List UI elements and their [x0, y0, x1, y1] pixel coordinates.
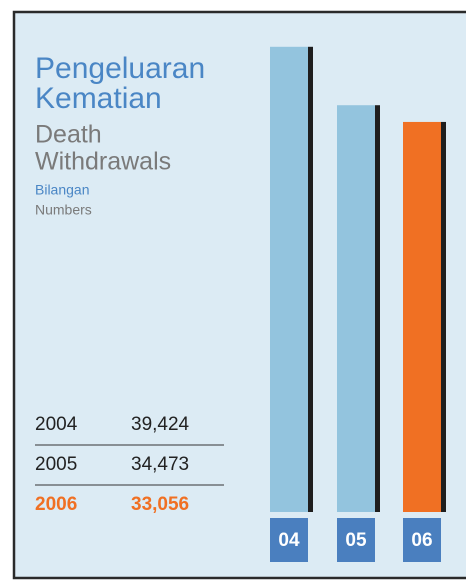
category-label: 06: [411, 530, 432, 551]
category-label: 05: [345, 530, 367, 551]
subtitle-line: Death: [35, 121, 102, 149]
table-value: 39,424: [131, 414, 190, 435]
title-line: Kematian: [35, 82, 162, 115]
bar-shadow: [375, 105, 380, 512]
panel: [12, 10, 466, 580]
table-year: 2004: [35, 414, 78, 435]
table-value: 34,473: [131, 454, 189, 475]
category-box: [270, 518, 308, 562]
category-box: [337, 518, 375, 562]
category-label: 04: [278, 530, 300, 551]
bar-shadow: [441, 121, 446, 512]
unit-label: Bilangan: [35, 182, 90, 198]
table-value: 33,056: [131, 494, 189, 515]
bar-shadow: [308, 46, 313, 512]
title-line: Pengeluaran: [35, 52, 205, 85]
table-year: 2005: [35, 454, 77, 475]
bar: [403, 121, 441, 512]
unit-label-en: Numbers: [35, 202, 92, 218]
bar: [337, 105, 375, 512]
subtitle-line: Withdrawals: [35, 148, 171, 176]
category-box: [403, 518, 441, 562]
table-year: 2006: [35, 494, 77, 515]
bar: [270, 46, 308, 512]
